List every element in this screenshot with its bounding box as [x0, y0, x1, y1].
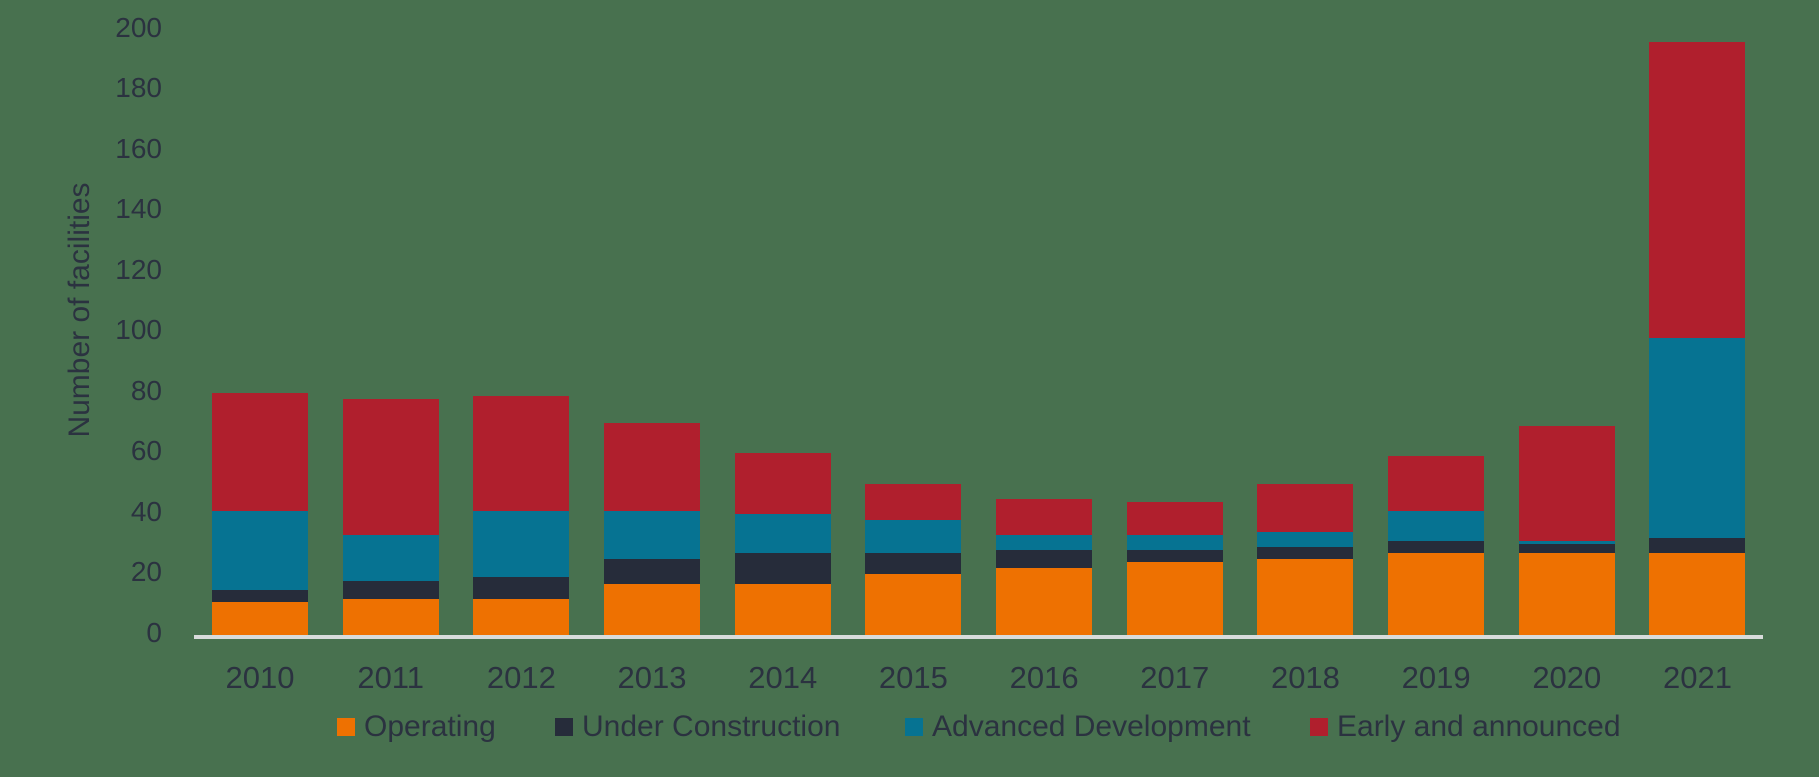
x-tick-label-2011: 2011 — [357, 660, 424, 695]
x-tick-label-2018: 2018 — [1270, 660, 1340, 695]
bar-segment-under-construction — [473, 577, 570, 599]
legend-item-advanced-development: Advanced Development — [905, 711, 1251, 743]
legend-item-operating: Operating — [337, 711, 496, 743]
bar-segment-early-and-announced — [1257, 483, 1354, 533]
legend-item-early-and-announced: Early and announced — [1310, 711, 1621, 743]
y-tick-label: 60 — [130, 435, 162, 467]
legend-swatch-icon — [555, 718, 573, 736]
x-tick-label-2012: 2012 — [486, 660, 556, 695]
y-tick-label: 200 — [115, 11, 162, 43]
bar-segment-advanced-development — [865, 519, 962, 554]
bar-segment-operating — [734, 583, 831, 635]
bar-2012 — [473, 395, 570, 635]
bar-2018 — [1257, 483, 1354, 635]
bar-2011 — [342, 398, 439, 635]
bar-segment-operating — [1649, 553, 1746, 635]
legend-swatch-icon — [905, 718, 923, 736]
bar-segment-early-and-announced — [342, 398, 439, 536]
bar-segment-operating — [1518, 553, 1615, 635]
x-tick-label-2017: 2017 — [1140, 660, 1210, 695]
x-tick-label-2014: 2014 — [748, 660, 818, 695]
bar-segment-under-construction — [1518, 544, 1615, 554]
y-tick-label: 20 — [130, 556, 162, 588]
legend-item-under-construction: Under Construction — [555, 711, 840, 743]
x-tick-label-2020: 2020 — [1532, 660, 1602, 695]
bar-segment-operating — [473, 598, 570, 635]
bar-segment-operating — [212, 601, 308, 635]
bar-2016 — [996, 498, 1093, 635]
bar-segment-operating — [604, 583, 701, 635]
legend-label: Advanced Development — [932, 710, 1251, 743]
bar-segment-early-and-announced — [604, 423, 701, 511]
x-tick-label-2010: 2010 — [225, 660, 295, 695]
legend-swatch-icon — [1310, 718, 1328, 736]
y-tick-label: 100 — [115, 314, 162, 346]
legend-swatch-icon — [337, 718, 355, 736]
bar-segment-early-and-announced — [1649, 41, 1746, 339]
bar-segment-operating — [342, 598, 439, 635]
bar-segment-early-and-announced — [212, 392, 308, 511]
legend-label: Operating — [364, 710, 496, 743]
bar-segment-advanced-development — [473, 510, 570, 578]
bar-segment-operating — [1388, 553, 1485, 635]
bar-segment-under-construction — [865, 553, 962, 575]
bar-segment-under-construction — [996, 550, 1093, 569]
bar-segment-early-and-announced — [1126, 501, 1223, 536]
bar-2013 — [604, 423, 701, 635]
bar-segment-early-and-announced — [1388, 456, 1485, 511]
y-tick-label: 0 — [146, 617, 162, 648]
bar-segment-operating — [1126, 562, 1223, 635]
x-tick-label-2021: 2021 — [1662, 660, 1732, 695]
x-tick-label-2015: 2015 — [878, 660, 948, 695]
bar-2019 — [1388, 456, 1485, 635]
bar-segment-under-construction — [1257, 547, 1354, 560]
bar-segment-early-and-announced — [1518, 426, 1615, 542]
x-axis-line — [194, 635, 1763, 639]
bar-segment-advanced-development — [734, 513, 831, 554]
y-tick-label: 120 — [115, 253, 162, 285]
x-tick-label-2016: 2016 — [1009, 660, 1079, 695]
bar-2014 — [734, 453, 831, 635]
y-tick-label: 80 — [130, 374, 162, 406]
bar-segment-under-construction — [604, 559, 701, 584]
y-tick-label: 160 — [115, 132, 162, 164]
y-tick-label: 140 — [115, 193, 162, 225]
bar-segment-early-and-announced — [734, 453, 831, 514]
bar-segment-early-and-announced — [473, 395, 570, 511]
bar-segment-advanced-development — [604, 510, 701, 560]
bar-segment-early-and-announced — [865, 483, 962, 520]
bar-2017 — [1126, 501, 1223, 635]
bar-2020 — [1518, 426, 1615, 635]
bar-segment-under-construction — [1388, 541, 1485, 554]
bar-segment-operating — [1257, 559, 1354, 635]
bar-segment-operating — [865, 574, 962, 635]
x-tick-label-2019: 2019 — [1401, 660, 1471, 695]
bar-segment-advanced-development — [996, 535, 1093, 551]
bar-segment-operating — [996, 568, 1093, 635]
bar-segment-early-and-announced — [996, 498, 1093, 536]
legend-label: Early and announced — [1337, 710, 1621, 743]
bar-segment-advanced-development — [1126, 535, 1223, 551]
x-tick-label-2013: 2013 — [617, 660, 687, 695]
bar-2021 — [1649, 41, 1746, 635]
bar-2010 — [212, 392, 308, 635]
bar-segment-under-construction — [1649, 538, 1746, 554]
bar-segment-under-construction — [212, 589, 308, 602]
bar-segment-advanced-development — [1649, 338, 1746, 539]
bar-2015 — [865, 483, 962, 635]
bar-segment-advanced-development — [1518, 541, 1615, 545]
bar-segment-under-construction — [734, 553, 831, 584]
bar-segment-advanced-development — [212, 510, 308, 590]
y-tick-label: 180 — [115, 72, 162, 104]
bar-segment-under-construction — [1126, 550, 1223, 563]
bar-segment-advanced-development — [1257, 532, 1354, 548]
y-tick-label: 40 — [130, 495, 162, 527]
bar-segment-advanced-development — [1388, 510, 1485, 542]
bar-segment-under-construction — [342, 580, 439, 599]
bar-segment-advanced-development — [342, 535, 439, 581]
legend-label: Under Construction — [582, 710, 841, 743]
